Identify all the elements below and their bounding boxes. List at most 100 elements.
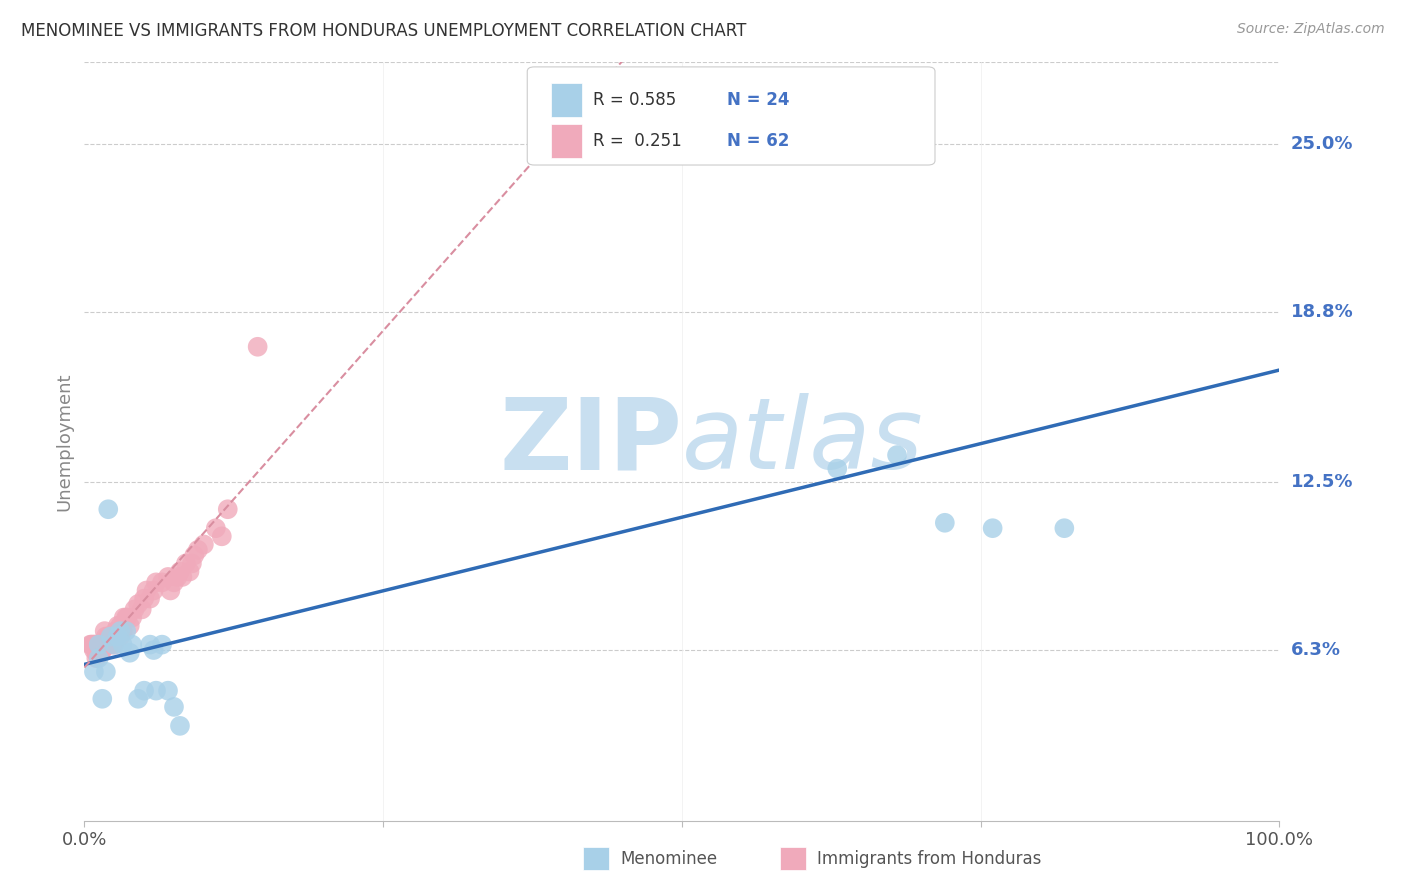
Point <box>169 565 191 579</box>
Point <box>886 448 908 462</box>
Point <box>111 624 134 639</box>
Point <box>87 651 110 665</box>
Y-axis label: Unemployment: Unemployment <box>55 372 73 511</box>
Point <box>217 502 239 516</box>
Point <box>86 638 108 652</box>
Point <box>150 638 173 652</box>
Text: atlas: atlas <box>682 393 924 490</box>
Text: N = 24: N = 24 <box>727 91 789 109</box>
Point <box>117 610 139 624</box>
Point <box>94 665 117 679</box>
Point <box>110 618 132 632</box>
Point <box>86 651 108 665</box>
Point <box>82 638 104 652</box>
Point <box>83 638 105 652</box>
Point <box>183 548 205 563</box>
Text: 12.5%: 12.5% <box>1291 473 1353 491</box>
Point <box>80 638 103 652</box>
Point <box>91 643 114 657</box>
Point <box>98 638 121 652</box>
Point <box>139 638 162 652</box>
Point <box>111 638 134 652</box>
Point <box>132 683 156 698</box>
Point <box>246 340 269 354</box>
Point <box>145 683 167 698</box>
Text: R = 0.585: R = 0.585 <box>593 91 676 109</box>
Point <box>100 638 122 652</box>
Point <box>112 610 135 624</box>
Point <box>104 624 127 639</box>
Point <box>139 591 162 606</box>
Text: ZIP: ZIP <box>499 393 682 490</box>
Text: Menominee: Menominee <box>620 849 717 868</box>
Point <box>110 624 132 639</box>
Point <box>115 624 138 639</box>
Point <box>163 699 186 714</box>
Point <box>181 557 204 571</box>
Point <box>97 630 120 644</box>
Point <box>934 516 956 530</box>
Point <box>86 646 108 660</box>
Point <box>115 610 138 624</box>
Point <box>166 570 188 584</box>
Point <box>87 643 110 657</box>
Point <box>157 570 180 584</box>
Point <box>91 638 114 652</box>
Point <box>193 537 215 551</box>
Point <box>93 638 115 652</box>
Point <box>150 575 173 590</box>
Point <box>132 591 156 606</box>
Point <box>101 630 124 644</box>
Point <box>124 602 146 616</box>
Point <box>205 521 228 535</box>
Text: Source: ZipAtlas.com: Source: ZipAtlas.com <box>1237 22 1385 37</box>
Text: R =  0.251: R = 0.251 <box>593 132 682 150</box>
Point <box>159 583 181 598</box>
Point <box>179 565 201 579</box>
Point <box>100 630 122 644</box>
Text: Immigrants from Honduras: Immigrants from Honduras <box>817 849 1042 868</box>
Point <box>91 691 114 706</box>
Point <box>121 638 143 652</box>
Point <box>94 638 117 652</box>
Point <box>187 542 209 557</box>
Text: 25.0%: 25.0% <box>1291 135 1353 153</box>
Point <box>84 638 107 652</box>
Text: MENOMINEE VS IMMIGRANTS FROM HONDURAS UNEMPLOYMENT CORRELATION CHART: MENOMINEE VS IMMIGRANTS FROM HONDURAS UN… <box>21 22 747 40</box>
Point <box>163 575 186 590</box>
Text: N = 62: N = 62 <box>727 132 789 150</box>
Point <box>97 638 120 652</box>
Point <box>1053 521 1076 535</box>
Point <box>142 643 165 657</box>
Point <box>127 597 149 611</box>
Point <box>107 618 129 632</box>
Point <box>87 638 110 652</box>
Point <box>211 529 233 543</box>
Point <box>97 502 120 516</box>
Point <box>103 630 125 644</box>
Point <box>145 575 167 590</box>
Point <box>103 638 125 652</box>
Point <box>79 638 101 652</box>
Point <box>142 583 165 598</box>
Point <box>90 646 112 660</box>
Point <box>118 646 141 660</box>
Text: 6.3%: 6.3% <box>1291 641 1340 659</box>
Point <box>86 643 108 657</box>
Point <box>127 691 149 706</box>
Point <box>118 618 141 632</box>
Point <box>172 570 194 584</box>
Point <box>110 630 132 644</box>
Point <box>83 643 105 657</box>
Point <box>135 583 157 598</box>
Point <box>169 719 191 733</box>
Point <box>174 557 197 571</box>
Point <box>121 610 143 624</box>
Text: 18.8%: 18.8% <box>1291 302 1354 320</box>
Point <box>89 638 111 652</box>
Point <box>94 630 117 644</box>
Point <box>87 638 110 652</box>
Point <box>790 136 813 151</box>
Point <box>827 461 849 475</box>
Point <box>981 521 1004 535</box>
